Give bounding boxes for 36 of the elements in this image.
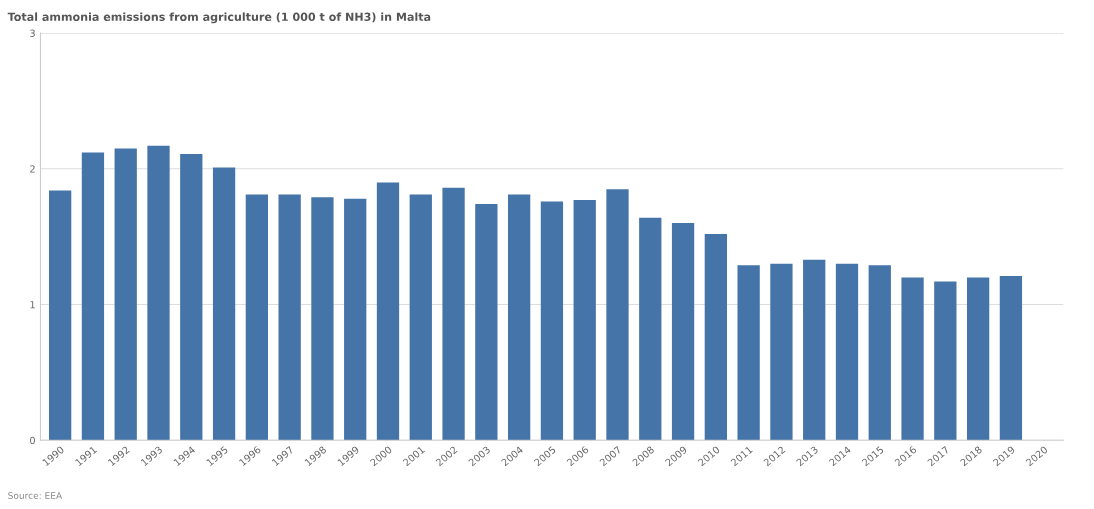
bar xyxy=(245,194,269,441)
bar xyxy=(475,204,498,441)
bar xyxy=(278,194,301,441)
bar xyxy=(770,263,793,441)
chart-title: Total ammonia emissions from agriculture (1 000 t of NH3) in Malta xyxy=(7,12,431,24)
bar xyxy=(999,276,1023,441)
bar xyxy=(868,265,891,441)
bar xyxy=(671,223,695,441)
bar xyxy=(573,200,596,441)
bar xyxy=(49,190,72,441)
bar xyxy=(180,153,203,441)
bar xyxy=(737,265,760,441)
bar xyxy=(311,197,334,441)
bar xyxy=(639,217,662,441)
bar xyxy=(507,194,531,441)
y-tick-label: 2 xyxy=(30,165,35,173)
bar xyxy=(540,201,564,441)
bar xyxy=(901,277,924,441)
bar xyxy=(409,194,432,441)
bar xyxy=(376,182,400,441)
bar xyxy=(212,167,236,441)
bar xyxy=(344,198,367,441)
bar xyxy=(606,189,629,441)
y-tick-label: 3 xyxy=(30,29,35,37)
bar xyxy=(147,145,170,441)
y-tick-label: 0 xyxy=(30,436,35,445)
bar xyxy=(442,187,465,441)
bar xyxy=(81,152,105,441)
bar xyxy=(934,281,957,441)
source-note: Source: EEA xyxy=(8,492,63,499)
bar xyxy=(114,148,137,441)
bar xyxy=(803,259,826,441)
y-tick-label: 1 xyxy=(30,301,35,309)
bar xyxy=(704,233,727,441)
bar xyxy=(966,277,990,441)
bar xyxy=(835,263,859,441)
